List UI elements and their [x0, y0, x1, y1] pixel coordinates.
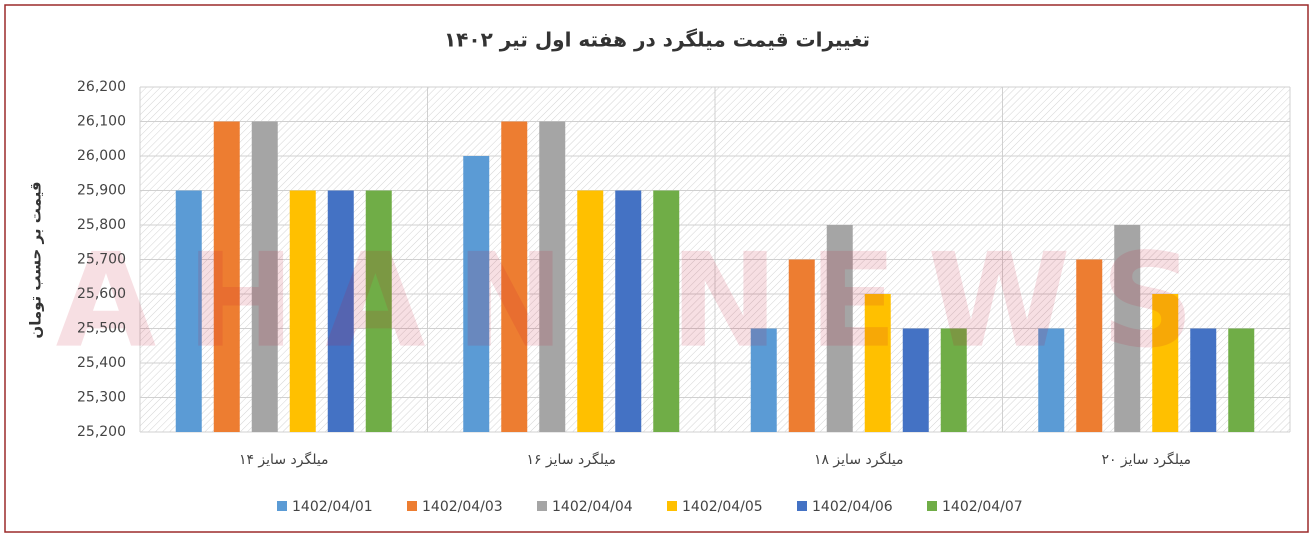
bar — [1190, 328, 1217, 432]
bar — [365, 190, 392, 432]
legend-label: 1402/04/06 — [812, 499, 893, 515]
y-tick-label: 25,800 — [77, 217, 126, 233]
y-tick-label: 26,200 — [77, 79, 126, 95]
bar — [653, 190, 680, 432]
bar — [289, 190, 316, 432]
legend-swatch — [797, 501, 807, 511]
bar — [864, 294, 891, 432]
bar — [577, 190, 604, 432]
x-tick-label: میلگرد سایز ۱۶ — [526, 451, 616, 468]
watermark: AHAN NEWS — [56, 225, 1225, 377]
y-tick-label: 25,700 — [77, 252, 126, 268]
legend-label: 1402/04/05 — [682, 499, 763, 515]
bar — [826, 225, 853, 432]
bar — [1152, 294, 1179, 432]
bar — [750, 328, 777, 432]
bar — [1038, 328, 1065, 432]
bar — [175, 190, 202, 432]
legend-swatch — [277, 501, 287, 511]
y-tick-label: 25,400 — [77, 355, 126, 371]
bar — [902, 328, 929, 432]
legend-swatch — [667, 501, 677, 511]
y-tick-label: 26,000 — [77, 148, 126, 164]
legend-label: 1402/04/01 — [292, 499, 373, 515]
bar — [1228, 328, 1255, 432]
legend-swatch — [927, 501, 937, 511]
bar — [327, 190, 354, 432]
y-tick-label: 25,900 — [77, 183, 126, 199]
legend-swatch — [537, 501, 547, 511]
x-tick-label: میلگرد سایز ۲۰ — [1101, 451, 1191, 468]
y-axis-label: قیمت بر حسب تومان — [27, 181, 45, 338]
x-tick-label: میلگرد سایز ۱۸ — [814, 451, 904, 468]
bar — [539, 121, 566, 432]
legend-swatch — [407, 501, 417, 511]
bar — [501, 121, 528, 432]
bar — [1114, 225, 1141, 432]
legend-label: 1402/04/04 — [552, 499, 633, 515]
legend-label: 1402/04/07 — [942, 499, 1023, 515]
legend-label: 1402/04/03 — [422, 499, 503, 515]
y-tick-label: 25,300 — [77, 390, 126, 406]
bar — [788, 259, 815, 432]
bar — [1076, 259, 1103, 432]
bar — [463, 156, 490, 432]
bar — [615, 190, 642, 432]
y-tick-label: 25,500 — [77, 321, 126, 337]
y-tick-label: 25,200 — [77, 424, 126, 440]
bar — [940, 328, 967, 432]
x-tick-label: میلگرد سایز ۱۴ — [239, 451, 329, 468]
chart-title: تغییرات قیمت میلگرد در هفته اول تیر ۱۴۰۲ — [444, 28, 870, 52]
y-tick-label: 25,600 — [77, 286, 126, 302]
bar — [251, 121, 278, 432]
bar — [213, 121, 240, 432]
y-tick-label: 26,100 — [77, 114, 126, 130]
